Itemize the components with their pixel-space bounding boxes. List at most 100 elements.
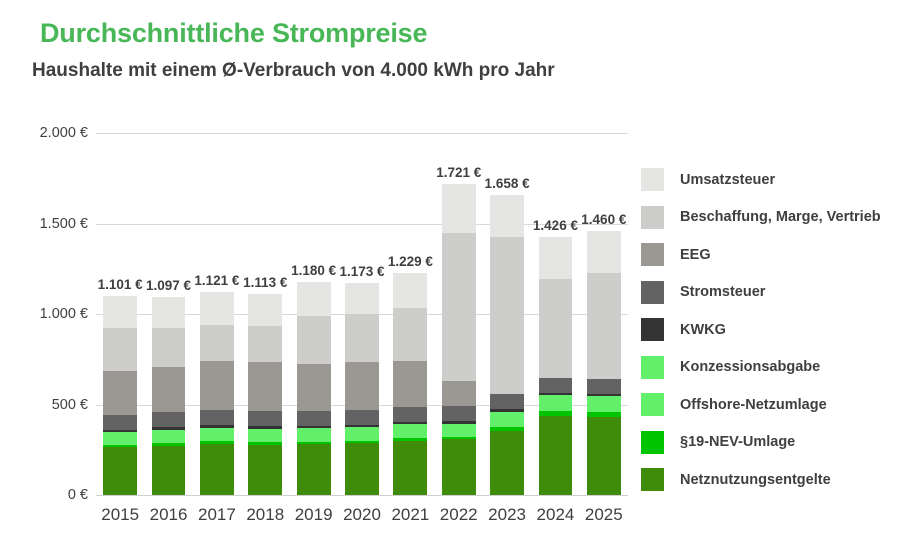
bar-segment[interactable] (345, 410, 379, 425)
bar-segment[interactable] (490, 394, 524, 410)
bar-segment[interactable] (151, 441, 186, 444)
bar-segment[interactable] (441, 421, 476, 424)
bar-segment[interactable] (248, 361, 283, 412)
bar-segment[interactable] (248, 325, 283, 362)
bar-segment[interactable] (345, 443, 379, 495)
bar-segment[interactable] (248, 293, 283, 326)
bar-segment[interactable] (199, 292, 234, 325)
bar-segment[interactable] (248, 440, 283, 443)
bar-segment[interactable] (296, 425, 331, 428)
bar-segment[interactable] (103, 443, 138, 446)
bar-segment[interactable] (199, 360, 234, 411)
bar-segment[interactable] (490, 426, 524, 431)
bar-segment[interactable] (441, 183, 476, 234)
bar-group[interactable]: 1.121 € (194, 273, 239, 495)
bar-segment[interactable] (441, 381, 476, 407)
bar-segment[interactable] (490, 409, 524, 412)
bar-segment[interactable] (345, 424, 379, 427)
bar-segment[interactable] (586, 230, 621, 273)
bar-segment[interactable] (345, 440, 379, 444)
bar-group[interactable]: 1.721 € (436, 165, 481, 495)
bar-segment[interactable] (151, 445, 186, 495)
legend-item[interactable]: Beschaffung, Marge, Vertrieb (641, 199, 916, 237)
bar-segment[interactable] (199, 324, 234, 361)
bar-segment[interactable] (490, 237, 524, 395)
legend-item[interactable]: EEG (641, 236, 916, 274)
bar-segment[interactable] (538, 236, 573, 279)
bar-segment[interactable] (441, 434, 476, 438)
bar-segment[interactable] (151, 328, 186, 368)
bar-segment[interactable] (441, 423, 476, 435)
bar-segment[interactable] (296, 427, 331, 440)
bar-segment[interactable] (393, 435, 428, 438)
bar-segment[interactable] (103, 447, 138, 495)
bar-segment[interactable] (393, 423, 428, 436)
bar-segment[interactable] (103, 327, 138, 371)
bar-segment[interactable] (199, 439, 234, 442)
bar-segment[interactable] (538, 278, 573, 379)
bar-segment[interactable] (490, 430, 524, 495)
bar-segment[interactable] (103, 295, 138, 328)
bar-segment[interactable] (103, 415, 138, 430)
bar-segment[interactable] (538, 395, 573, 407)
bar-segment[interactable] (538, 393, 573, 396)
bar-segment[interactable] (103, 445, 138, 448)
bar-segment[interactable] (199, 425, 234, 429)
bar-segment[interactable] (248, 442, 283, 445)
legend-item[interactable]: Stromsteuer (641, 274, 916, 312)
bar-segment[interactable] (538, 411, 573, 416)
bar-segment[interactable] (345, 426, 379, 438)
legend-item[interactable]: Konzessionsabgabe (641, 349, 916, 387)
bar-segment[interactable] (441, 233, 476, 382)
bar-segment[interactable] (151, 296, 186, 329)
bar-segment[interactable] (296, 364, 331, 411)
bar-segment[interactable] (199, 443, 234, 495)
legend-item[interactable]: Offshore-Netzumlage (641, 386, 916, 424)
bar-segment[interactable] (441, 406, 476, 421)
bar-segment[interactable] (490, 194, 524, 238)
bar-segment[interactable] (393, 407, 428, 423)
bar-segment[interactable] (538, 406, 573, 412)
bar-segment[interactable] (586, 407, 621, 412)
bar-group[interactable]: 1.113 € (243, 275, 287, 495)
bar-group[interactable]: 1.180 € (291, 263, 336, 495)
bar-group[interactable]: 1.097 € (146, 278, 191, 495)
bar-group[interactable]: 1.101 € (98, 277, 143, 495)
bar-segment[interactable] (538, 415, 573, 495)
bar-group[interactable]: 1.229 € (388, 254, 433, 495)
bar-segment[interactable] (296, 315, 331, 365)
bar-segment[interactable] (296, 444, 331, 495)
bar-segment[interactable] (199, 410, 234, 426)
bar-segment[interactable] (296, 281, 331, 316)
bar-segment[interactable] (103, 431, 138, 444)
bar-segment[interactable] (586, 272, 621, 380)
legend-item[interactable]: Netznutzungsentgelte (641, 461, 916, 499)
bar-segment[interactable] (393, 441, 428, 495)
bar-segment[interactable] (248, 411, 283, 427)
bar-segment[interactable] (345, 282, 379, 315)
bar-group[interactable]: 1.426 € (533, 218, 578, 495)
legend-item[interactable]: §19-NEV-Umlage (641, 424, 916, 462)
bar-segment[interactable] (393, 422, 428, 424)
bar-segment[interactable] (151, 427, 186, 431)
bar-segment[interactable] (248, 426, 283, 430)
bar-segment[interactable] (151, 443, 186, 446)
bar-group[interactable]: 1.173 € (339, 264, 385, 495)
bar-segment[interactable] (538, 378, 573, 394)
bar-segment[interactable] (586, 379, 621, 395)
bar-segment[interactable] (586, 411, 621, 417)
bar-segment[interactable] (151, 367, 186, 413)
bar-segment[interactable] (296, 410, 331, 426)
bar-segment[interactable] (296, 439, 331, 443)
bar-segment[interactable] (345, 314, 379, 362)
bar-segment[interactable] (586, 416, 621, 495)
bar-segment[interactable] (441, 437, 476, 440)
bar-group[interactable]: 1.658 € (485, 176, 530, 495)
bar-segment[interactable] (151, 412, 186, 428)
bar-segment[interactable] (248, 429, 283, 441)
bar-segment[interactable] (151, 430, 186, 442)
bar-segment[interactable] (393, 438, 428, 442)
bar-segment[interactable] (296, 442, 331, 445)
bar-segment[interactable] (248, 444, 283, 495)
bar-segment[interactable] (345, 361, 379, 411)
